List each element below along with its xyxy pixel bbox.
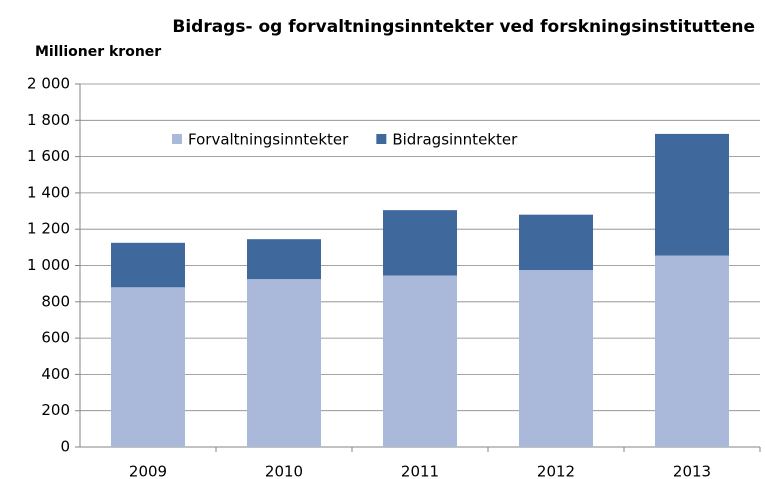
y-tick-label: 1 200 [27, 220, 70, 238]
x-tick-label: 2012 [537, 463, 575, 479]
y-tick-label: 1 600 [27, 147, 70, 165]
y-tick-label: 400 [41, 365, 70, 383]
bar-segment [111, 287, 185, 447]
bar-segment [247, 239, 321, 280]
bar-segment [383, 210, 457, 276]
y-tick-label: 800 [41, 292, 70, 310]
bar-segment [519, 270, 593, 447]
x-tick-label: 2013 [673, 463, 711, 479]
bar-segment [111, 242, 185, 288]
chart-title: Bidrags- og forvaltningsinntekter ved fo… [172, 17, 755, 37]
y-tick-label: 200 [41, 401, 70, 419]
legend-swatch [172, 134, 182, 144]
legend-label: Forvaltningsinntekter [188, 131, 349, 149]
chart-subtitle: Millioner kroner [35, 44, 161, 60]
x-tick-label: 2010 [265, 463, 303, 479]
y-tick-label: 1 400 [27, 183, 70, 201]
x-tick-label: 2009 [129, 463, 167, 479]
y-tick-label: 0 [60, 438, 70, 456]
y-tick-label: 1 800 [27, 111, 70, 129]
bar-segment [655, 255, 729, 447]
bar-segment [519, 214, 593, 271]
x-tick-label: 2011 [401, 463, 439, 479]
bar-segment [655, 133, 729, 256]
y-tick-label: 600 [41, 329, 70, 347]
bar-segment [247, 279, 321, 447]
legend-swatch [376, 134, 387, 144]
bar-segment [383, 275, 457, 447]
y-tick-label: 1 000 [27, 256, 70, 274]
y-tick-label: 2 000 [27, 75, 70, 93]
legend-label: Bidragsinntekter [392, 131, 518, 149]
